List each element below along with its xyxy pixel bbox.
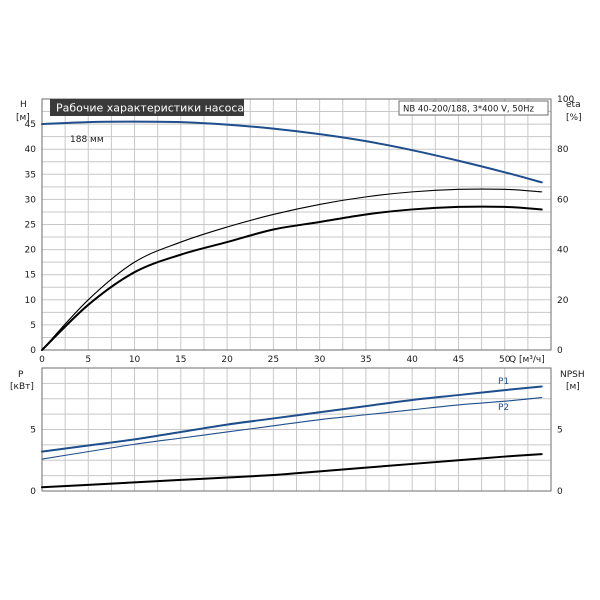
npsh-tick-label: 5	[557, 426, 563, 436]
model-label-box	[398, 100, 549, 116]
bottom-plot-frame	[41, 367, 552, 492]
y-left-tick-label: 30	[25, 195, 37, 205]
y-left-tick-label: 40	[25, 145, 37, 155]
y-left-tick-label: 45	[25, 120, 36, 130]
y-left-tick-label: 5	[30, 321, 36, 331]
p-tick-label: 5	[30, 426, 36, 436]
bottom-left-axis-symbol: P	[18, 370, 24, 380]
y-right-tick-label: 40	[557, 246, 569, 256]
npsh-tick-label: 0	[557, 487, 563, 497]
top-series-line-1	[41, 188, 543, 351]
x-tick-label: 35	[360, 355, 371, 365]
bottom-left-axis-unit: [кВт]	[10, 382, 34, 392]
x-tick-label: 45	[453, 355, 464, 365]
top-series-group	[41, 120, 543, 351]
series-label-p2: P2	[498, 403, 509, 413]
top-left-axis-unit: [м]	[16, 113, 30, 123]
y-right-tick-label: 0	[557, 346, 563, 356]
x-tick-label: 30	[314, 355, 326, 365]
x-axis-label: Q [м³/ч]	[509, 355, 545, 365]
x-tick-label: 25	[268, 355, 279, 365]
y-left-tick-label: 20	[25, 246, 37, 256]
x-tick-label: 0	[39, 355, 45, 365]
bottom-series-group	[41, 385, 543, 489]
x-tick-label: 10	[129, 355, 141, 365]
y-left-tick-label: 35	[25, 170, 36, 180]
bottom-right-axis-symbol: NPSH	[560, 370, 585, 380]
curve-label-188mm: 188 мм	[70, 135, 104, 145]
x-tick-label: 20	[221, 355, 233, 365]
top-plot-frame	[41, 98, 552, 351]
top-series-line-0	[41, 120, 543, 184]
title-background	[50, 99, 244, 116]
x-tick-label: 50	[499, 355, 511, 365]
y-left-tick-label: 25	[25, 221, 36, 231]
bottom-tick-labels: 0 5 0 5	[30, 426, 563, 498]
y-right-tick-label: 80	[557, 145, 569, 155]
bottom-series-line-1	[41, 396, 543, 460]
y-right-tick-label: 100	[557, 95, 574, 105]
y-left-tick-label: 10	[25, 296, 37, 306]
p-tick-label: 0	[30, 487, 36, 497]
bottom-right-axis-unit: [м]	[566, 382, 580, 392]
y-right-tick-label: 60	[557, 195, 569, 205]
top-tick-labels: 0 5 10 15 20 25 30 35 40 45 50 0 5 10 15 20 25 30 35 40 45 0 2…	[25, 95, 575, 365]
x-tick-label: 40	[406, 355, 418, 365]
top-series-line-2	[41, 205, 543, 351]
y-left-tick-label: 15	[25, 271, 36, 281]
series-label-p1: P1	[498, 377, 509, 387]
chart-title: Рабочие характеристики насоса	[56, 102, 244, 115]
y-left-tick-label: 0	[30, 346, 36, 356]
bottom-series-line-0	[41, 385, 543, 453]
top-right-axis-unit: [%]	[566, 113, 582, 123]
y-right-tick-label: 20	[557, 296, 569, 306]
x-tick-label: 5	[85, 355, 91, 365]
top-left-axis-symbol: H	[20, 100, 27, 110]
bottom-series-line-2	[41, 453, 543, 489]
top-right-axis-symbol: eta	[566, 100, 581, 110]
top-grid	[42, 99, 552, 350]
x-tick-label: 15	[175, 355, 186, 365]
model-label: NB 40-200/188, 3*400 V, 50Hz	[403, 105, 534, 115]
